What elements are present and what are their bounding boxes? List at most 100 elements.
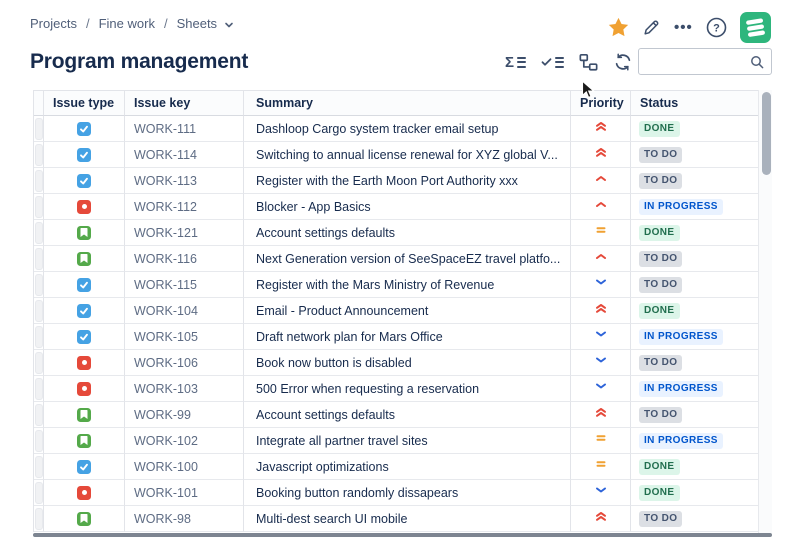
priority-cell[interactable]: [571, 298, 631, 324]
status-cell[interactable]: DONE: [631, 298, 759, 324]
status-cell[interactable]: IN PROGRESS: [631, 194, 759, 220]
issue-row[interactable]: WORK-106 Book now button is disabled TO DO: [34, 350, 759, 376]
row-handle[interactable]: [34, 506, 44, 532]
priority-cell[interactable]: [571, 324, 631, 350]
vertical-scrollbar-thumb[interactable]: [762, 92, 771, 175]
app-logo[interactable]: [739, 11, 771, 43]
row-handle[interactable]: [34, 324, 44, 350]
priority-cell[interactable]: [571, 116, 631, 142]
status-cell[interactable]: TO DO: [631, 168, 759, 194]
row-handle[interactable]: [34, 428, 44, 454]
issue-row[interactable]: WORK-113 Register with the Earth Moon Por…: [34, 168, 759, 194]
status-cell[interactable]: IN PROGRESS: [631, 428, 759, 454]
issue-type-cell[interactable]: [44, 116, 125, 142]
status-cell[interactable]: TO DO: [631, 402, 759, 428]
priority-cell[interactable]: [571, 350, 631, 376]
chevron-down-icon[interactable]: [224, 20, 234, 30]
issue-type-cell[interactable]: [44, 480, 125, 506]
issue-type-cell[interactable]: [44, 402, 125, 428]
more-icon[interactable]: •••: [674, 18, 693, 36]
column-header-status[interactable]: Status: [631, 91, 759, 116]
issue-row[interactable]: WORK-115 Register with the Mars Ministry …: [34, 272, 759, 298]
issue-type-cell[interactable]: [44, 454, 125, 480]
status-cell[interactable]: TO DO: [631, 142, 759, 168]
priority-cell[interactable]: [571, 168, 631, 194]
horizontal-scrollbar-thumb[interactable]: [33, 533, 772, 537]
issue-row[interactable]: WORK-104 Email - Product Announcement DONE: [34, 298, 759, 324]
sum-rows-icon[interactable]: Σ: [505, 55, 527, 70]
issue-type-cell[interactable]: [44, 168, 125, 194]
priority-cell[interactable]: [571, 402, 631, 428]
issue-row[interactable]: WORK-102 Integrate all partner travel sit…: [34, 428, 759, 454]
issue-type-cell[interactable]: [44, 142, 125, 168]
help-icon[interactable]: ?: [706, 17, 727, 38]
priority-cell[interactable]: [571, 428, 631, 454]
issue-type-cell[interactable]: [44, 220, 125, 246]
issue-type-cell[interactable]: [44, 324, 125, 350]
row-handle[interactable]: [34, 480, 44, 506]
status-cell[interactable]: IN PROGRESS: [631, 324, 759, 350]
issue-row[interactable]: WORK-114 Switching to annual license rene…: [34, 142, 759, 168]
status-cell[interactable]: TO DO: [631, 246, 759, 272]
status-cell[interactable]: DONE: [631, 480, 759, 506]
hierarchy-icon[interactable]: [579, 53, 598, 72]
issue-row[interactable]: WORK-103 500 Error when requesting a rese…: [34, 376, 759, 402]
status-cell[interactable]: DONE: [631, 116, 759, 142]
row-handle[interactable]: [34, 402, 44, 428]
issue-type-cell[interactable]: [44, 194, 125, 220]
row-handle[interactable]: [34, 116, 44, 142]
issue-type-cell[interactable]: [44, 272, 125, 298]
issue-type-cell[interactable]: [44, 428, 125, 454]
column-header-summary[interactable]: Summary: [244, 91, 571, 116]
breadcrumb-projects[interactable]: Projects: [30, 16, 77, 31]
row-handle[interactable]: [34, 220, 44, 246]
issue-type-cell[interactable]: [44, 298, 125, 324]
row-handle[interactable]: [34, 194, 44, 220]
status-cell[interactable]: DONE: [631, 454, 759, 480]
row-handle[interactable]: [34, 376, 44, 402]
priority-cell[interactable]: [571, 480, 631, 506]
search-input[interactable]: [639, 49, 750, 74]
status-cell[interactable]: TO DO: [631, 506, 759, 532]
issue-row[interactable]: WORK-98 Multi-dest search UI mobile TO DO: [34, 506, 759, 532]
refresh-icon[interactable]: [613, 52, 633, 72]
column-header-issue-key[interactable]: Issue key: [125, 91, 244, 116]
priority-cell[interactable]: [571, 220, 631, 246]
issue-type-cell[interactable]: [44, 246, 125, 272]
issue-type-cell[interactable]: [44, 376, 125, 402]
row-handle[interactable]: [34, 246, 44, 272]
issue-row[interactable]: WORK-105 Draft network plan for Mars Offi…: [34, 324, 759, 350]
issue-row[interactable]: WORK-101 Booking button randomly dissapea…: [34, 480, 759, 506]
issue-type-cell[interactable]: [44, 506, 125, 532]
checklist-icon[interactable]: [541, 56, 565, 68]
priority-cell[interactable]: [571, 506, 631, 532]
priority-cell[interactable]: [571, 142, 631, 168]
breadcrumb-fine-work[interactable]: Fine work: [98, 16, 155, 31]
issue-row[interactable]: WORK-116 Next Generation version of SeeSp…: [34, 246, 759, 272]
pencil-icon[interactable]: [642, 18, 661, 37]
star-icon[interactable]: [608, 17, 629, 37]
row-handle[interactable]: [34, 272, 44, 298]
issue-row[interactable]: WORK-111 Dashloop Cargo system tracker em…: [34, 116, 759, 142]
vertical-scrollbar-track[interactable]: [758, 90, 772, 533]
priority-cell[interactable]: [571, 454, 631, 480]
row-handle[interactable]: [34, 454, 44, 480]
priority-cell[interactable]: [571, 272, 631, 298]
issue-row[interactable]: WORK-100 Javascript optimizations DONE: [34, 454, 759, 480]
column-header-priority[interactable]: Priority: [571, 91, 631, 116]
status-cell[interactable]: IN PROGRESS: [631, 376, 759, 402]
row-handle[interactable]: [34, 142, 44, 168]
issue-row[interactable]: WORK-112 Blocker - App Basics IN PROGRESS: [34, 194, 759, 220]
status-cell[interactable]: TO DO: [631, 350, 759, 376]
breadcrumb-sheets[interactable]: Sheets: [176, 16, 218, 31]
row-handle[interactable]: [34, 168, 44, 194]
priority-cell[interactable]: [571, 194, 631, 220]
issue-row[interactable]: WORK-99 Account settings defaults TO DO: [34, 402, 759, 428]
issue-type-cell[interactable]: [44, 350, 125, 376]
issue-row[interactable]: WORK-121 Account settings defaults DONE: [34, 220, 759, 246]
priority-cell[interactable]: [571, 376, 631, 402]
priority-cell[interactable]: [571, 246, 631, 272]
row-handle[interactable]: [34, 350, 44, 376]
status-cell[interactable]: DONE: [631, 220, 759, 246]
row-handle[interactable]: [34, 298, 44, 324]
